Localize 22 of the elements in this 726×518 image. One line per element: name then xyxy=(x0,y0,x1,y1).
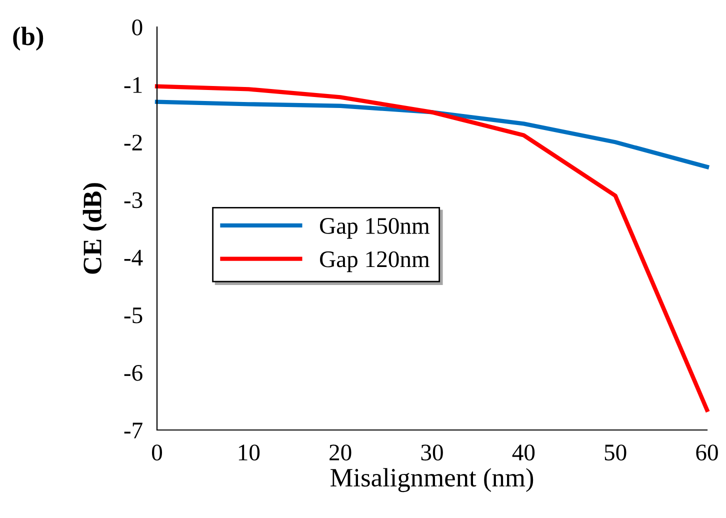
line-series xyxy=(154,84,710,412)
y-tick-label: -2 xyxy=(124,134,142,150)
line-series xyxy=(154,100,710,169)
y-tick-label: -7 xyxy=(124,422,142,438)
y-tick-label: -3 xyxy=(124,192,142,208)
y-tick-label: -1 xyxy=(124,77,142,93)
x-tick-label: 20 xyxy=(330,444,352,461)
y-tick-label: -5 xyxy=(124,308,142,324)
legend-label: Gap 120nm xyxy=(320,251,430,272)
x-tick-label: 60 xyxy=(696,444,718,461)
x-tick-label: 30 xyxy=(421,444,443,461)
y-tick-label: -4 xyxy=(124,250,143,266)
x-axis-title: Misalignment (nm) xyxy=(330,468,534,492)
y-tick-label: 0 xyxy=(132,19,142,36)
y-axis-title: CE (dB) xyxy=(82,183,107,274)
text: (b) xyxy=(13,26,44,51)
x-tick-label: 50 xyxy=(604,444,626,461)
y-tick-label: -6 xyxy=(124,364,142,381)
x-tick-label: 10 xyxy=(238,444,260,461)
x-tick-label: 40 xyxy=(512,444,535,461)
legend-label: Gap 150nm xyxy=(320,218,430,239)
x-tick-label: 0 xyxy=(152,444,162,461)
